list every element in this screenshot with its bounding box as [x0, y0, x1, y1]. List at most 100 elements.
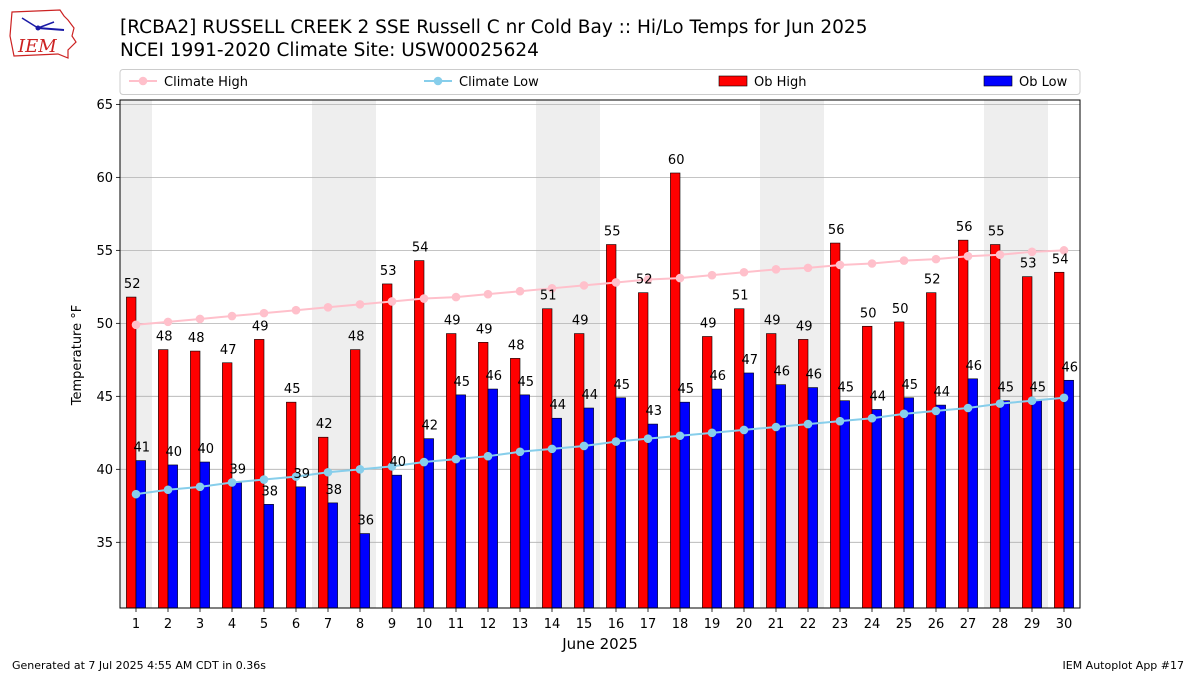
ob-high-bar	[542, 308, 553, 609]
ob-high-label: 51	[732, 289, 749, 304]
ob-high-label: 55	[988, 225, 1005, 240]
climate-low-point	[387, 462, 397, 471]
climate-high-point	[675, 273, 685, 283]
climate-low-point	[419, 457, 429, 467]
ob-high-label: 47	[220, 343, 237, 358]
climate-high-point	[195, 314, 205, 324]
x-tick-label: 18	[672, 617, 689, 632]
ob-low-label: 39	[230, 462, 247, 477]
ob-low-label: 42	[422, 419, 439, 434]
ob-low-bar	[487, 388, 498, 609]
climate-high-point	[355, 300, 365, 309]
ob-low-bar	[743, 372, 754, 609]
ob-low-label: 45	[678, 382, 695, 397]
climate-high-point	[995, 250, 1005, 260]
ob-low-label: 46	[774, 365, 791, 380]
x-tick-label: 22	[800, 617, 817, 632]
ob-high-label: 52	[124, 277, 141, 292]
climate-low-point	[579, 441, 589, 451]
x-tick-label: 16	[608, 617, 625, 632]
legend: Climate High Climate Low Ob High Ob Low	[119, 69, 1081, 95]
ob-low-bar	[231, 482, 242, 609]
climate-low-point	[323, 467, 333, 477]
ob-low-bar	[519, 394, 530, 609]
ob-high-bar	[830, 242, 841, 609]
x-tick-label: 11	[448, 617, 465, 632]
ob-high-label: 51	[540, 289, 557, 304]
climate-low-point	[835, 416, 845, 426]
ob-low-label: 44	[870, 389, 887, 404]
x-tick-label: 26	[928, 617, 945, 632]
app-credit: IEM Autoplot App #17	[1062, 659, 1185, 672]
ob-high-bar	[926, 292, 937, 609]
ob-high-bar	[574, 333, 585, 609]
ob-high-label: 49	[700, 316, 717, 331]
climate-low-point	[771, 422, 781, 432]
x-tick-label: 24	[864, 617, 881, 632]
ob-high-bar	[1022, 276, 1033, 609]
ob-low-label: 44	[550, 398, 567, 413]
iem-logo-icon: IEM	[9, 9, 77, 59]
ob-high-label: 42	[316, 417, 333, 432]
climate-low-point	[1059, 393, 1069, 403]
ob-high-label: 48	[348, 330, 365, 345]
climate-high-point	[643, 275, 653, 284]
ob-low-label: 43	[646, 404, 663, 419]
legend-box	[119, 69, 1081, 95]
ob-high-label: 60	[668, 153, 685, 168]
climate-low-point	[739, 425, 749, 435]
ob-low-bar	[295, 486, 306, 609]
ob-low-label: 40	[198, 442, 215, 457]
y-axis-label: Temperature °F	[70, 305, 85, 406]
x-tick-label: 27	[960, 617, 977, 632]
climate-high-point	[419, 294, 429, 303]
x-tick-label: 30	[1056, 617, 1073, 632]
climate-high-point	[451, 292, 461, 302]
x-axis-label: June 2025	[561, 635, 638, 653]
ob-low-label: 46	[806, 368, 823, 383]
ob-low-bar	[839, 400, 850, 609]
chart-subtitle: NCEI 1991-2020 Climate Site: USW00025624	[120, 40, 539, 61]
x-tick-label: 29	[1024, 617, 1041, 632]
climate-low-point	[1027, 396, 1037, 406]
ob-high-bar	[382, 283, 393, 609]
ob-high-label: 49	[476, 322, 493, 337]
x-tick-label: 28	[992, 617, 1009, 632]
ob-low-label: 45	[614, 378, 631, 393]
ob-high-bar	[606, 244, 617, 609]
climate-high-point	[387, 297, 397, 306]
bar-labels: 52 41 48 40 48 40 47 39 49 38 45 39 42 38 48 36 53 40 54 42…	[124, 153, 1078, 529]
x-tick-label: 7	[324, 617, 332, 632]
climate-high-point	[1027, 247, 1037, 257]
ob-high-bar	[990, 244, 1001, 609]
climate-high-point	[131, 320, 141, 330]
climate-high-point	[291, 305, 301, 315]
ob-low-legend-label: Ob Low	[1019, 75, 1068, 90]
x-tick-label: 4	[228, 617, 236, 632]
climate-low-point	[291, 472, 301, 481]
x-tick-label: 8	[356, 617, 364, 632]
ob-high-bar	[510, 358, 521, 609]
climate-low-point	[867, 413, 877, 423]
ob-high-label: 50	[892, 302, 909, 317]
ob-high-label: 49	[572, 314, 589, 329]
chart-title: [RCBA2] RUSSELL CREEK 2 SSE Russell C nr…	[120, 17, 868, 38]
ob-high-label: 45	[284, 382, 301, 397]
ob-low-bar	[583, 407, 594, 609]
ob-high-bar	[254, 339, 265, 609]
x-tick-label: 1	[132, 617, 140, 632]
ob-high-bar	[1054, 271, 1065, 609]
climate-lines	[131, 246, 1069, 499]
ob-low-label: 45	[1030, 381, 1047, 396]
ob-low-bar	[263, 504, 274, 609]
x-tick-label: 3	[196, 617, 204, 632]
climate-high-point	[899, 256, 909, 265]
ob-low-label: 46	[710, 369, 727, 384]
y-tick-label: 65	[96, 98, 113, 113]
ob-high-label: 56	[956, 220, 973, 235]
climate-high-point	[867, 259, 877, 268]
climate-high-point	[739, 267, 749, 277]
climate-low-legend-label: Climate Low	[459, 75, 539, 90]
